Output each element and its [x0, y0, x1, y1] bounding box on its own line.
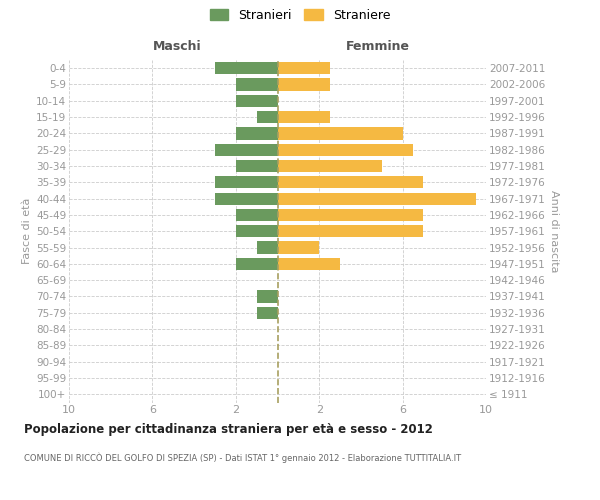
Bar [277, 62, 329, 74]
Bar [236, 94, 277, 107]
Bar [277, 209, 424, 221]
Bar [215, 192, 277, 204]
Bar [277, 144, 413, 156]
Bar [277, 176, 424, 188]
Bar [277, 111, 329, 123]
Bar [277, 160, 382, 172]
Bar [277, 225, 424, 237]
Bar [257, 242, 277, 254]
Y-axis label: Anni di nascita: Anni di nascita [550, 190, 559, 272]
Bar [277, 78, 329, 90]
Bar [277, 242, 319, 254]
Text: Maschi: Maschi [153, 40, 202, 53]
Text: Femmine: Femmine [346, 40, 410, 53]
Bar [236, 128, 277, 140]
Bar [257, 111, 277, 123]
Bar [236, 160, 277, 172]
Bar [236, 258, 277, 270]
Bar [277, 258, 340, 270]
Y-axis label: Fasce di età: Fasce di età [22, 198, 32, 264]
Bar [236, 78, 277, 90]
Bar [257, 290, 277, 302]
Bar [277, 192, 476, 204]
Bar [215, 62, 277, 74]
Text: COMUNE DI RICCÒ DEL GOLFO DI SPEZIA (SP) - Dati ISTAT 1° gennaio 2012 - Elaboraz: COMUNE DI RICCÒ DEL GOLFO DI SPEZIA (SP)… [24, 452, 461, 463]
Bar [257, 306, 277, 319]
Text: Popolazione per cittadinanza straniera per età e sesso - 2012: Popolazione per cittadinanza straniera p… [24, 422, 433, 436]
Bar [215, 176, 277, 188]
Bar [277, 128, 403, 140]
Bar [236, 209, 277, 221]
Bar [236, 225, 277, 237]
Legend: Stranieri, Straniere: Stranieri, Straniere [207, 6, 393, 24]
Bar [215, 144, 277, 156]
